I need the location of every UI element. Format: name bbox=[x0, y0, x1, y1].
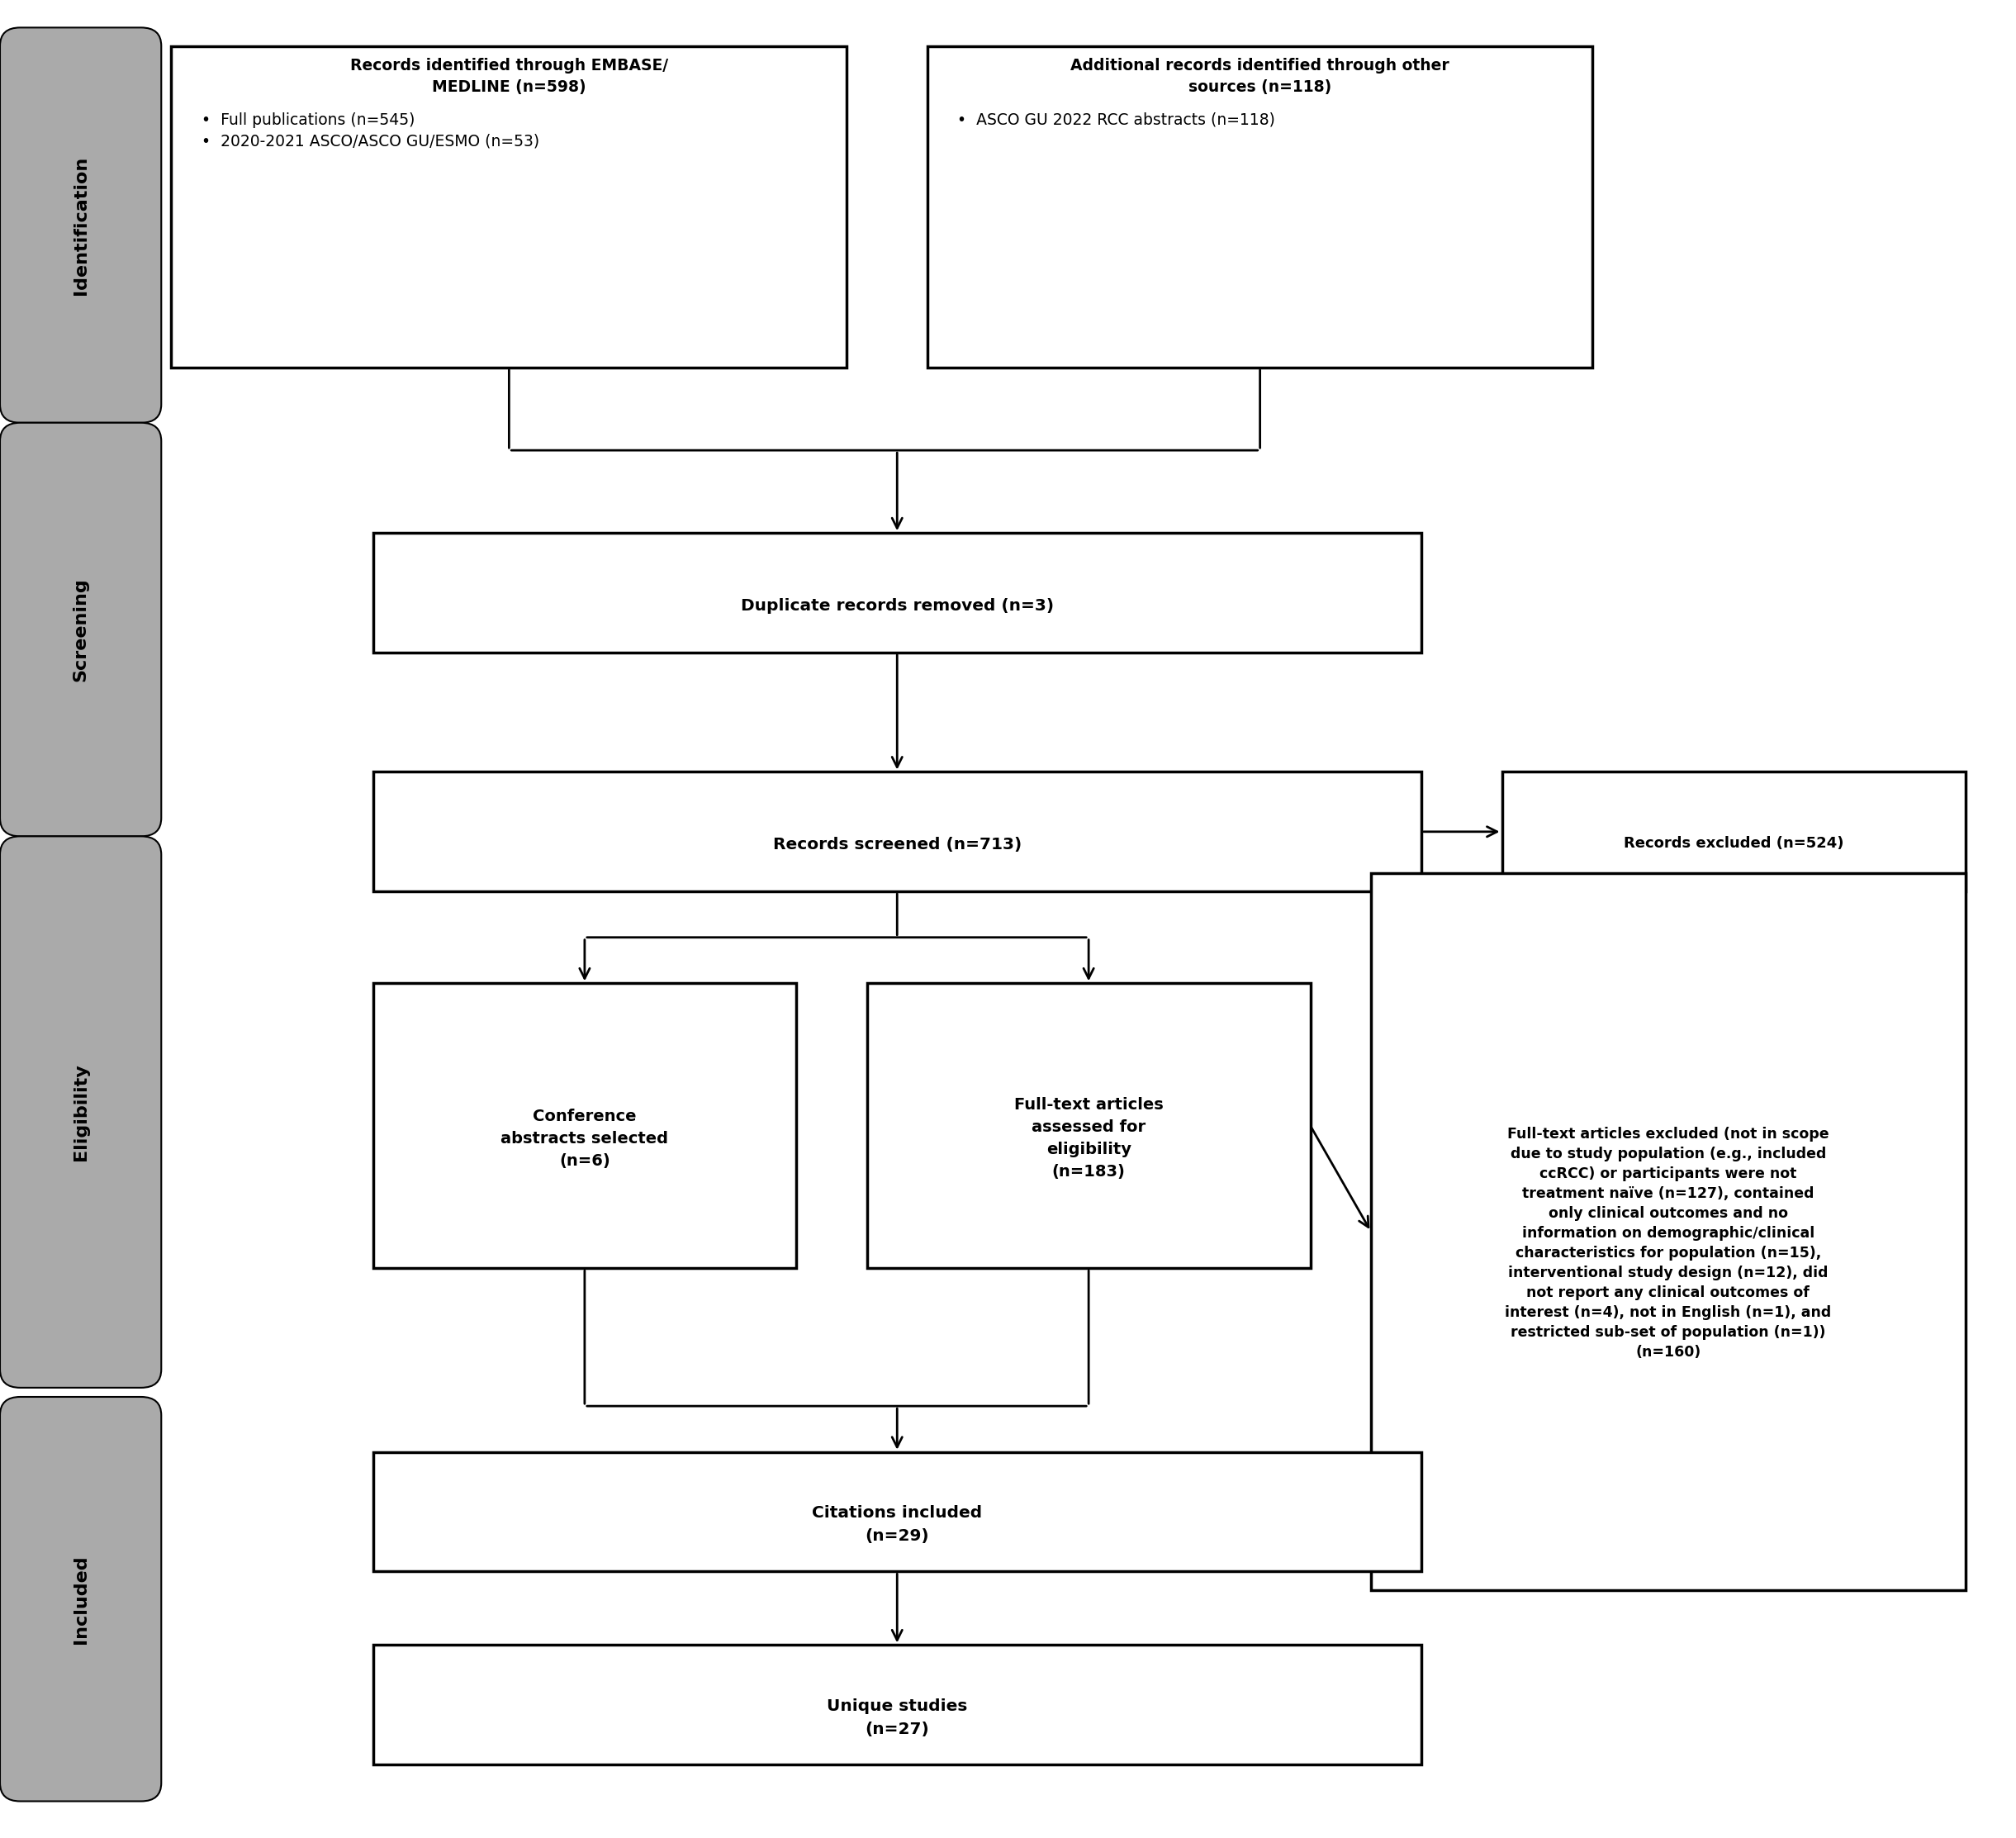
Text: interventional study design (n=12), did: interventional study design (n=12), did bbox=[1508, 1266, 1829, 1281]
FancyBboxPatch shape bbox=[1371, 873, 1966, 1590]
Text: Citations included: Citations included bbox=[812, 1505, 982, 1522]
FancyBboxPatch shape bbox=[373, 983, 796, 1268]
Text: Screening: Screening bbox=[73, 577, 89, 682]
Text: interest (n=4), not in English (n=1), and: interest (n=4), not in English (n=1), an… bbox=[1506, 1305, 1831, 1320]
Text: Duplicate records removed (n=3): Duplicate records removed (n=3) bbox=[740, 597, 1054, 614]
Text: characteristics for population (n=15),: characteristics for population (n=15), bbox=[1516, 1246, 1820, 1261]
Text: due to study population (e.g., included: due to study population (e.g., included bbox=[1510, 1147, 1826, 1162]
Text: Eligibility: Eligibility bbox=[73, 1064, 89, 1160]
Text: •  Full publications (n=545): • Full publications (n=545) bbox=[202, 112, 415, 129]
FancyBboxPatch shape bbox=[867, 983, 1310, 1268]
FancyBboxPatch shape bbox=[373, 1645, 1421, 1764]
Text: information on demographic/clinical: information on demographic/clinical bbox=[1522, 1226, 1814, 1241]
Text: Conference: Conference bbox=[532, 1108, 637, 1125]
Text: (n=183): (n=183) bbox=[1052, 1163, 1125, 1180]
Text: Identification: Identification bbox=[73, 156, 89, 294]
FancyBboxPatch shape bbox=[373, 1452, 1421, 1571]
Text: abstracts selected: abstracts selected bbox=[500, 1130, 669, 1147]
Text: Included: Included bbox=[73, 1555, 89, 1643]
Text: Unique studies: Unique studies bbox=[827, 1698, 968, 1715]
Text: only clinical outcomes and no: only clinical outcomes and no bbox=[1548, 1206, 1788, 1220]
Text: Additional records identified through other: Additional records identified through ot… bbox=[1070, 57, 1450, 74]
Text: Records identified through EMBASE/: Records identified through EMBASE/ bbox=[351, 57, 667, 74]
Text: MEDLINE (n=598): MEDLINE (n=598) bbox=[431, 79, 587, 96]
FancyBboxPatch shape bbox=[373, 772, 1421, 891]
FancyBboxPatch shape bbox=[0, 28, 161, 423]
Text: (n=6): (n=6) bbox=[558, 1152, 611, 1169]
Text: •  ASCO GU 2022 RCC abstracts (n=118): • ASCO GU 2022 RCC abstracts (n=118) bbox=[958, 112, 1276, 129]
Text: eligibility: eligibility bbox=[1046, 1141, 1131, 1158]
FancyBboxPatch shape bbox=[1502, 772, 1966, 891]
Text: ccRCC) or participants were not: ccRCC) or participants were not bbox=[1540, 1167, 1796, 1182]
Text: restricted sub-set of population (n=1)): restricted sub-set of population (n=1)) bbox=[1510, 1325, 1826, 1340]
Text: Records screened (n=713): Records screened (n=713) bbox=[772, 836, 1022, 853]
Text: not report any clinical outcomes of: not report any clinical outcomes of bbox=[1526, 1285, 1810, 1299]
Text: Records excluded (n=524): Records excluded (n=524) bbox=[1623, 836, 1845, 851]
FancyBboxPatch shape bbox=[0, 1397, 161, 1801]
Text: (n=29): (n=29) bbox=[865, 1527, 929, 1544]
Text: treatment naïve (n=127), contained: treatment naïve (n=127), contained bbox=[1522, 1186, 1814, 1202]
Text: •  2020-2021 ASCO/ASCO GU/ESMO (n=53): • 2020-2021 ASCO/ASCO GU/ESMO (n=53) bbox=[202, 134, 540, 149]
Text: assessed for: assessed for bbox=[1032, 1119, 1145, 1136]
FancyBboxPatch shape bbox=[171, 46, 847, 368]
FancyBboxPatch shape bbox=[0, 836, 161, 1388]
FancyBboxPatch shape bbox=[373, 533, 1421, 652]
Text: (n=160): (n=160) bbox=[1635, 1345, 1702, 1360]
Text: Full-text articles excluded (not in scope: Full-text articles excluded (not in scop… bbox=[1508, 1127, 1829, 1141]
Text: Full-text articles: Full-text articles bbox=[1014, 1097, 1163, 1114]
Text: (n=27): (n=27) bbox=[865, 1720, 929, 1737]
FancyBboxPatch shape bbox=[0, 423, 161, 836]
Text: sources (n=118): sources (n=118) bbox=[1189, 79, 1331, 96]
FancyBboxPatch shape bbox=[927, 46, 1593, 368]
